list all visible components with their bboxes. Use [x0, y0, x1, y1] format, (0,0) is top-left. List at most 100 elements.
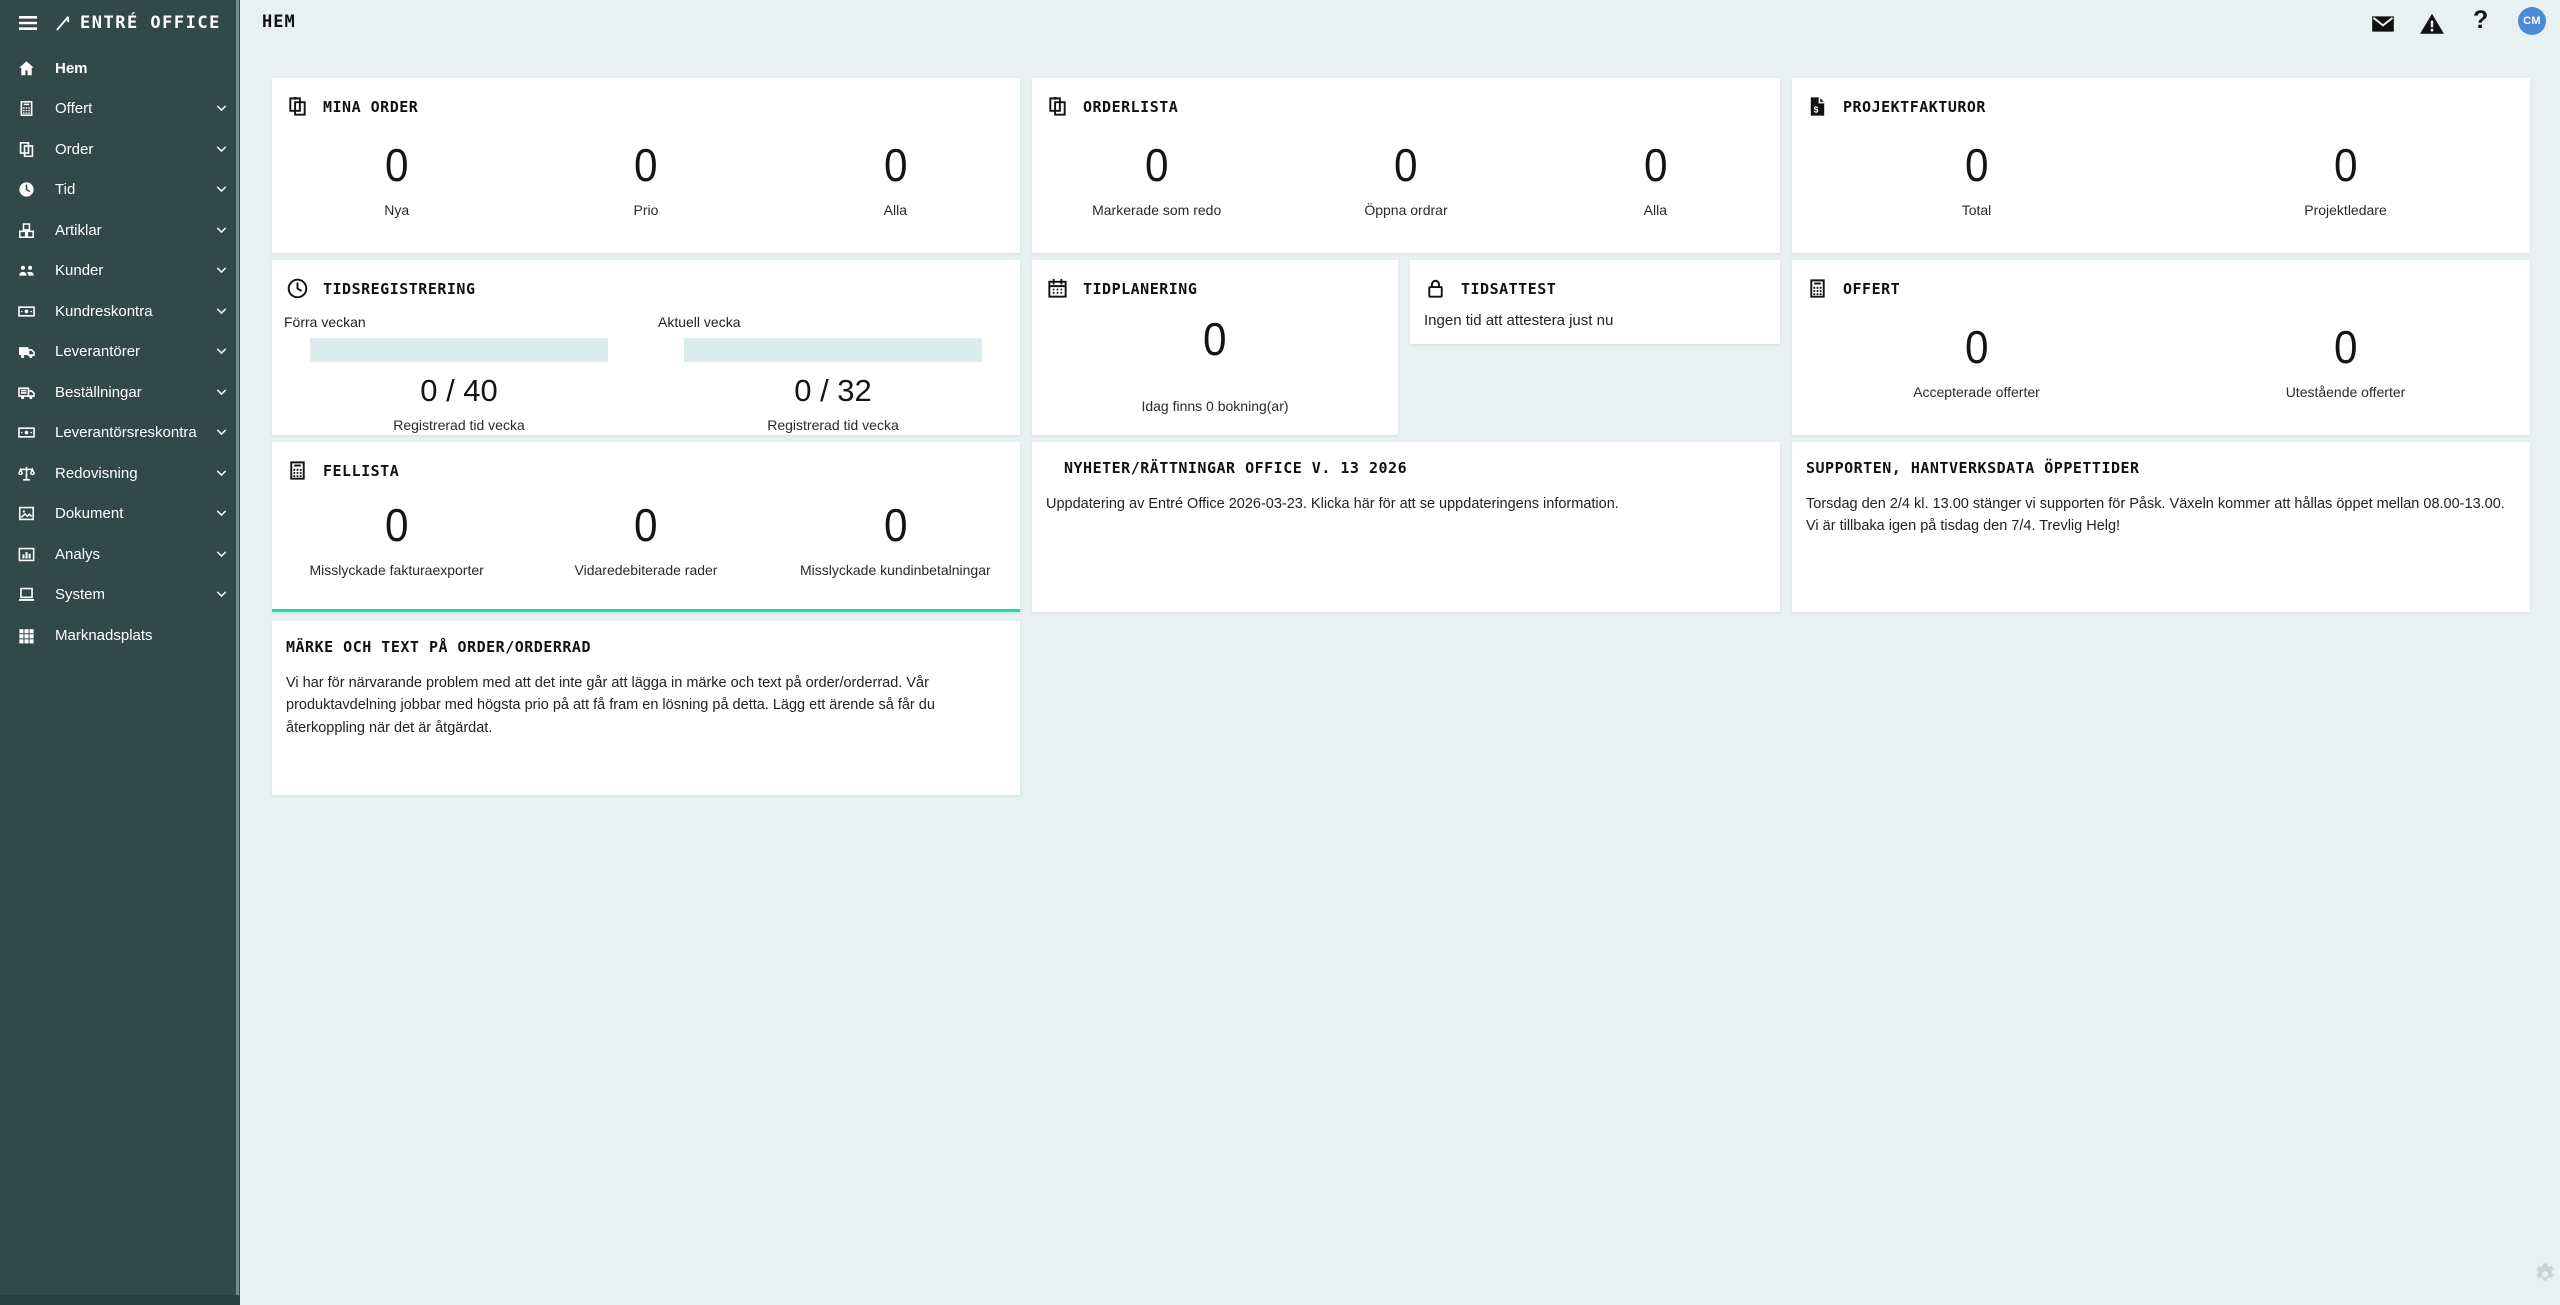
chevron-down-icon	[216, 146, 227, 153]
truck-icon	[18, 347, 35, 359]
sidebar-item-bestallningar[interactable]: Beställningar	[0, 372, 240, 413]
sidebar-scrollbar[interactable]	[236, 0, 239, 1305]
stat-prio: 0 Prio	[523, 142, 770, 218]
stat-label: Markerade som redo	[1092, 201, 1222, 218]
sidebar-item-redovisning[interactable]: Redovisning	[0, 453, 240, 494]
fellista-stats: 0 Misslyckade fakturaexporter 0 Vidarede…	[272, 488, 1020, 609]
stat-value: 0	[1643, 138, 1668, 191]
sidebar-item-dokument[interactable]: Dokument	[0, 494, 240, 535]
card-title: OFFERT	[1843, 279, 1901, 298]
stat-label: Idag finns 0 bokning(ar)	[1141, 397, 1289, 414]
page-title: HEM	[262, 12, 296, 32]
week-label: Aktuell vecka	[658, 314, 741, 330]
sidebar-item-system[interactable]: System	[0, 575, 240, 616]
banknote-icon	[18, 427, 35, 438]
stat-markerade: 0 Markerade som redo	[1033, 142, 1280, 218]
sidebar-item-order[interactable]: Order	[0, 129, 240, 170]
stat-value: 0	[634, 138, 658, 191]
stat-alla: 0 Alla	[772, 142, 1019, 218]
card-nyheter: NYHETER/RÄTTNINGAR OFFICE V. 13 2026 Upp…	[1032, 442, 1780, 612]
week-value: 0 / 32	[794, 373, 872, 408]
stat-value: 0	[883, 138, 908, 191]
stat-value: 0	[1203, 312, 1227, 365]
sidebar-footer-strip	[0, 1295, 240, 1305]
avatar[interactable]: CM	[2518, 7, 2546, 35]
calculator-icon	[1810, 279, 1825, 298]
help-icon[interactable]: ?	[2473, 6, 2489, 34]
supporten-body: Torsdag den 2/4 kl. 13.00 stänger vi sup…	[1806, 496, 2505, 535]
stat-label: Prio	[633, 201, 659, 218]
card-mina-order[interactable]: MINA ORDER 0 Nya 0 Prio 0 Alla	[272, 78, 1020, 253]
card-tidsattest[interactable]: TIDSATTEST Ingen tid att attestera just …	[1410, 260, 1780, 344]
card-tidplanering[interactable]: TIDPLANERING 0 Idag finns 0 bokning(ar)	[1032, 260, 1398, 435]
hamburger-menu-icon[interactable]	[16, 11, 40, 35]
card-tidsregistrering[interactable]: TIDSREGISTRERING Förra veckan 0 / 40 Reg…	[272, 260, 1020, 435]
lock-icon	[1428, 279, 1443, 298]
clock-icon	[287, 278, 308, 299]
stat-value: 0	[384, 138, 409, 191]
card-supporten: SUPPORTEN, HANTVERKSDATA ÖPPETTIDER Tors…	[1792, 442, 2530, 612]
sidebar-item-label: Leverantörer	[55, 343, 141, 361]
stat-vidaredebiterade: 0 Vidaredebiterade rader	[523, 502, 770, 578]
stat-utestaende: 0 Utestående offerter	[2161, 324, 2530, 400]
stat-accepterade: 0 Accepterade offerter	[1792, 324, 2161, 400]
sidebar-item-label: Order	[55, 140, 94, 158]
stat-value: 0	[1964, 320, 1989, 373]
sidebar-item-marknadsplats[interactable]: Marknadsplats	[0, 615, 240, 656]
document-image-icon	[18, 507, 35, 521]
stat-value: 0	[1964, 138, 1989, 191]
sidebar-item-label: System	[55, 586, 106, 604]
sidebar-item-offert[interactable]: Offert	[0, 89, 240, 130]
sidebar-item-kundreskontra[interactable]: Kundreskontra	[0, 291, 240, 332]
users-icon	[19, 266, 34, 276]
sidebar-item-label: Hem	[55, 59, 88, 77]
stat-value: 0	[1144, 138, 1169, 191]
card-projektfakturor[interactable]: $ PROJEKTFAKTUROR 0 Total 0 Projektledar…	[1792, 78, 2530, 253]
marke-body: Vi har för närvarande problem med att de…	[286, 675, 935, 736]
warning-icon[interactable]	[2419, 11, 2445, 37]
week-previous: Förra veckan 0 / 40 Registrerad tid veck…	[272, 306, 646, 433]
calendar-icon	[1048, 278, 1067, 298]
stat-label: Misslyckade fakturaexporter	[309, 561, 484, 578]
sidebar-item-artiklar[interactable]: Artiklar	[0, 210, 240, 251]
chevron-down-icon	[216, 591, 227, 598]
sidebar-item-kunder[interactable]: Kunder	[0, 251, 240, 292]
sidebar-item-label: Leverantörsreskontra	[55, 424, 197, 442]
calculator-icon	[290, 461, 305, 480]
card-title: PROJEKTFAKTUROR	[1843, 97, 1986, 116]
card-offert[interactable]: OFFERT 0 Accepterade offerter 0 Uteståen…	[1792, 260, 2530, 435]
clipboard-copy-icon	[19, 141, 34, 157]
settings-gear-icon[interactable]	[2532, 1260, 2558, 1286]
tidplanering-stat: 0 Idag finns 0 bokning(ar)	[1032, 306, 1398, 435]
stat-value: 0	[883, 498, 908, 551]
progress-bar	[684, 338, 982, 362]
nyheter-body[interactable]: Uppdatering av Entré Office 2026-03-23. …	[1046, 496, 1619, 512]
chevron-down-icon	[216, 348, 227, 355]
entre-logo-icon	[56, 16, 70, 31]
card-title: TIDSREGISTRERING	[323, 279, 476, 298]
chevron-down-icon	[216, 186, 227, 193]
svg-text:$: $	[1814, 104, 1819, 114]
sidebar-item-label: Analys	[55, 545, 101, 563]
sidebar-item-leverantorer[interactable]: Leverantörer	[0, 332, 240, 373]
sidebar-item-leverantorsreskontra[interactable]: Leverantörsreskontra	[0, 413, 240, 454]
sidebar-item-label: Dokument	[55, 505, 124, 523]
delivery-truck-icon	[18, 387, 35, 399]
sidebar-item-tid[interactable]: Tid	[0, 170, 240, 211]
card-title: MÄRKE OCH TEXT PÅ ORDER/ORDERRAD	[286, 638, 591, 656]
card-title: TIDPLANERING	[1083, 279, 1198, 298]
bar-chart-icon	[18, 547, 35, 561]
stat-value: 0	[2333, 320, 2358, 373]
sidebar-item-analys[interactable]: Analys	[0, 534, 240, 575]
card-fellista[interactable]: FELLISTA 0 Misslyckade fakturaexporter 0…	[272, 442, 1020, 612]
stat-label: Total	[1961, 201, 1992, 218]
sidebar-nav: Hem Offert Order Tid Artiklar	[0, 48, 240, 656]
sidebar-item-hem[interactable]: Hem	[0, 48, 240, 89]
stat-label: Misslyckade kundinbetalningar	[799, 561, 991, 578]
card-orderlista[interactable]: ORDERLISTA 0 Markerade som redo 0 Öppna …	[1032, 78, 1780, 253]
chevron-down-icon	[216, 227, 227, 234]
orderlista-stats: 0 Markerade som redo 0 Öppna ordrar 0 Al…	[1032, 124, 1780, 253]
stat-label: Accepterade offerter	[1913, 383, 2040, 400]
sidebar-item-label: Artiklar	[55, 221, 102, 239]
mail-icon[interactable]	[2370, 11, 2396, 37]
